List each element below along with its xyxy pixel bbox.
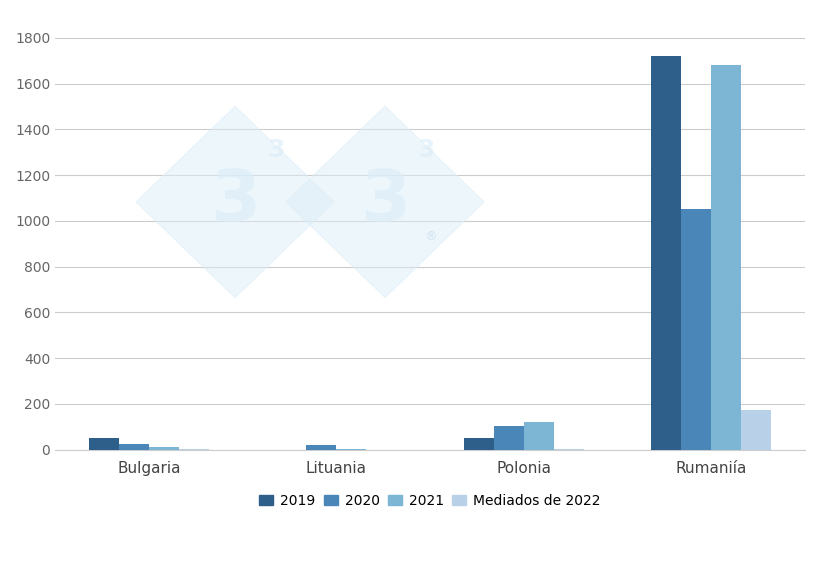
- Legend: 2019, 2020, 2021, Mediados de 2022: 2019, 2020, 2021, Mediados de 2022: [259, 494, 600, 508]
- Bar: [523, 422, 553, 450]
- Bar: [493, 426, 523, 450]
- Bar: [553, 448, 583, 450]
- Bar: [681, 209, 710, 450]
- Bar: [179, 448, 209, 450]
- Text: 3: 3: [267, 138, 285, 162]
- Polygon shape: [286, 106, 483, 298]
- Bar: [336, 448, 366, 450]
- Text: ®: ®: [423, 230, 436, 243]
- Bar: [464, 438, 493, 450]
- Polygon shape: [136, 106, 333, 298]
- Bar: [306, 445, 336, 450]
- Bar: [88, 438, 119, 450]
- Bar: [650, 56, 681, 450]
- Text: 3: 3: [360, 167, 410, 237]
- Text: 3: 3: [417, 138, 434, 162]
- Bar: [740, 410, 771, 450]
- Bar: [149, 447, 179, 450]
- Text: 3: 3: [210, 167, 260, 237]
- Bar: [119, 444, 149, 450]
- Bar: [710, 65, 740, 450]
